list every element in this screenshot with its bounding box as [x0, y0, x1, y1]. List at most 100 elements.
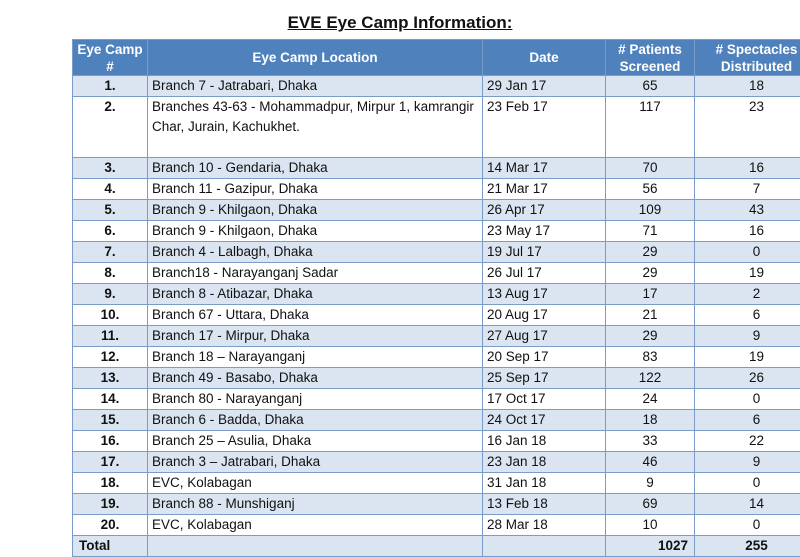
- camp-number-cell: 12.: [73, 347, 148, 368]
- camp-number-cell: 18.: [73, 473, 148, 494]
- spectacles-cell: 0: [695, 515, 800, 536]
- patients-cell: 109: [606, 200, 695, 221]
- table-row: 2.Branches 43-63 - Mohammadpur, Mirpur 1…: [73, 97, 800, 158]
- date-cell: 27 Aug 17: [483, 326, 606, 347]
- camp-number-cell: 1.: [73, 76, 148, 97]
- patients-cell: 18: [606, 410, 695, 431]
- spectacles-cell: 6: [695, 305, 800, 326]
- location-cell: EVC, Kolabagan: [148, 473, 483, 494]
- spectacles-cell: 19: [695, 347, 800, 368]
- camp-number-cell: 9.: [73, 284, 148, 305]
- patients-cell: 117: [606, 97, 695, 158]
- spectacles-cell: 9: [695, 452, 800, 473]
- camp-number-cell: 16.: [73, 431, 148, 452]
- date-cell: 29 Jan 17: [483, 76, 606, 97]
- location-cell: Branch 67 - Uttara, Dhaka: [148, 305, 483, 326]
- patients-cell: 83: [606, 347, 695, 368]
- location-cell: Branch18 - Narayanganj Sadar: [148, 263, 483, 284]
- date-cell: 13 Aug 17: [483, 284, 606, 305]
- spectacles-cell: 23: [695, 97, 800, 158]
- location-cell: Branch 80 - Narayanganj: [148, 389, 483, 410]
- spectacles-cell: 0: [695, 242, 800, 263]
- spectacles-cell: 0: [695, 473, 800, 494]
- table-header-row: Eye Camp # Eye Camp Location Date # Pati…: [73, 40, 800, 76]
- location-cell: Branch 11 - Gazipur, Dhaka: [148, 179, 483, 200]
- location-cell: Branch 9 - Khilgaon, Dhaka: [148, 200, 483, 221]
- location-cell: Branch 49 - Basabo, Dhaka: [148, 368, 483, 389]
- spectacles-cell: 22: [695, 431, 800, 452]
- location-cell: Branch 3 – Jatrabari, Dhaka: [148, 452, 483, 473]
- total-spectacles: 255: [695, 536, 800, 557]
- location-cell: Branch 10 - Gendaria, Dhaka: [148, 158, 483, 179]
- location-cell: Branch 8 - Atibazar, Dhaka: [148, 284, 483, 305]
- patients-cell: 29: [606, 242, 695, 263]
- patients-cell: 46: [606, 452, 695, 473]
- spectacles-cell: 19: [695, 263, 800, 284]
- spectacles-cell: 9: [695, 326, 800, 347]
- location-cell: Branch 6 - Badda, Dhaka: [148, 410, 483, 431]
- date-cell: 14 Mar 17: [483, 158, 606, 179]
- camp-number-cell: 7.: [73, 242, 148, 263]
- patients-cell: 70: [606, 158, 695, 179]
- location-cell: Branch 7 - Jatrabari, Dhaka: [148, 76, 483, 97]
- patients-cell: 56: [606, 179, 695, 200]
- date-cell: 28 Mar 18: [483, 515, 606, 536]
- patients-cell: 17: [606, 284, 695, 305]
- patients-cell: 65: [606, 76, 695, 97]
- camp-number-cell: 15.: [73, 410, 148, 431]
- total-row: Total 1027 255: [73, 536, 800, 557]
- location-cell: Branch 4 - Lalbagh, Dhaka: [148, 242, 483, 263]
- camp-number-cell: 5.: [73, 200, 148, 221]
- location-cell: EVC, Kolabagan: [148, 515, 483, 536]
- location-cell: Branch 18 – Narayanganj: [148, 347, 483, 368]
- spectacles-cell: 6: [695, 410, 800, 431]
- location-cell: Branch 88 - Munshiganj: [148, 494, 483, 515]
- date-cell: 20 Aug 17: [483, 305, 606, 326]
- camp-number-cell: 17.: [73, 452, 148, 473]
- spectacles-cell: 16: [695, 158, 800, 179]
- eye-camp-table: Eye Camp # Eye Camp Location Date # Pati…: [72, 39, 800, 557]
- date-cell: 24 Oct 17: [483, 410, 606, 431]
- camp-number-cell: 2.: [73, 97, 148, 158]
- date-cell: 26 Jul 17: [483, 263, 606, 284]
- date-cell: 19 Jul 17: [483, 242, 606, 263]
- date-cell: 23 Jan 18: [483, 452, 606, 473]
- date-cell: 17 Oct 17: [483, 389, 606, 410]
- patients-cell: 29: [606, 326, 695, 347]
- spectacles-cell: 26: [695, 368, 800, 389]
- patients-cell: 21: [606, 305, 695, 326]
- header-spectacles: # Spectacles Distributed: [695, 40, 800, 76]
- camp-number-cell: 6.: [73, 221, 148, 242]
- total-label: Total: [73, 536, 148, 557]
- patients-cell: 33: [606, 431, 695, 452]
- patients-cell: 71: [606, 221, 695, 242]
- date-cell: 31 Jan 18: [483, 473, 606, 494]
- location-cell: Branch 9 - Khilgaon, Dhaka: [148, 221, 483, 242]
- patients-cell: 10: [606, 515, 695, 536]
- camp-number-cell: 10.: [73, 305, 148, 326]
- camp-number-cell: 13.: [73, 368, 148, 389]
- date-cell: 23 Feb 17: [483, 97, 606, 158]
- spectacles-cell: 14: [695, 494, 800, 515]
- camp-number-cell: 3.: [73, 158, 148, 179]
- patients-cell: 122: [606, 368, 695, 389]
- header-location: Eye Camp Location: [148, 40, 483, 76]
- spectacles-cell: 2: [695, 284, 800, 305]
- date-cell: 21 Mar 17: [483, 179, 606, 200]
- date-cell: 26 Apr 17: [483, 200, 606, 221]
- date-cell: 13 Feb 18: [483, 494, 606, 515]
- date-cell: 16 Jan 18: [483, 431, 606, 452]
- header-patients: # Patients Screened: [606, 40, 695, 76]
